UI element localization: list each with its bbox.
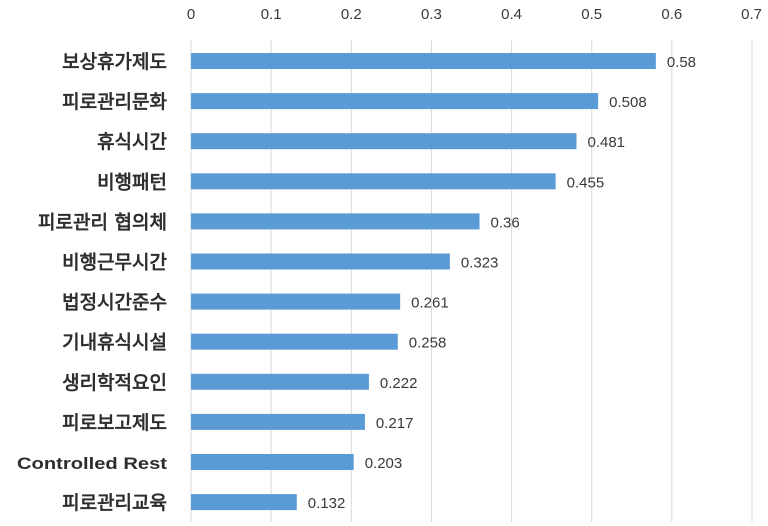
- bar: [191, 133, 577, 150]
- category-label: 피로관리교육: [62, 492, 167, 514]
- bar: [191, 93, 599, 110]
- bar: [191, 494, 297, 511]
- x-tick-label: 0: [187, 6, 195, 23]
- category-label: 휴식시간: [97, 131, 167, 153]
- category-label: 피로관리문화: [62, 91, 167, 113]
- bar: [191, 293, 401, 310]
- bar: [191, 53, 656, 69]
- value-label: 0.217: [376, 415, 414, 432]
- bar: [191, 173, 556, 190]
- category-label: 보상휴가제도: [62, 51, 167, 73]
- value-label: 0.481: [587, 134, 625, 151]
- bar: [191, 333, 398, 350]
- bars: [191, 53, 656, 511]
- x-tick-label: 0.1: [261, 6, 282, 23]
- bar: [191, 253, 450, 270]
- bar: [191, 413, 365, 430]
- value-label: 0.455: [567, 174, 605, 191]
- value-label: 0.508: [609, 94, 647, 111]
- bar: [191, 454, 354, 470]
- category-label: 기내휴식시설: [62, 332, 167, 354]
- x-tick-label: 0.7: [741, 6, 762, 23]
- category-label: 피로관리 협의체: [38, 211, 167, 233]
- category-label: 비행패턴: [97, 171, 167, 193]
- value-label: 0.203: [365, 455, 403, 472]
- x-tick-label: 0.3: [421, 6, 442, 23]
- x-tick-label: 0.2: [341, 6, 362, 23]
- x-axis-ticks: 0 0.1 0.2 0.3 0.4 0.5 0.6 0.7: [187, 6, 762, 23]
- category-label: 법정시간준수: [62, 292, 167, 314]
- value-label: 0.36: [491, 214, 520, 231]
- category-label: 피로보고제도: [62, 412, 167, 434]
- bar: [191, 373, 369, 390]
- x-tick-label: 0.4: [501, 6, 522, 23]
- value-label: 0.258: [409, 335, 447, 352]
- category-label: Controlled Rest: [17, 454, 167, 473]
- value-labels: 0.58 0.508 0.481 0.455 0.36 0.323 0.261 0.258 0.…: [308, 54, 696, 512]
- x-tick-label: 0.5: [581, 6, 602, 23]
- value-label: 0.132: [308, 495, 346, 512]
- category-label: 생리학적요인: [62, 372, 167, 394]
- value-label: 0.58: [667, 54, 696, 71]
- value-label: 0.222: [380, 375, 418, 392]
- value-label: 0.323: [461, 255, 499, 272]
- x-tick-label: 0.6: [661, 6, 682, 23]
- category-label: 비행근무시간: [62, 252, 167, 274]
- bar: [191, 213, 480, 230]
- gridlines: [190, 40, 753, 522]
- value-label: 0.261: [411, 295, 449, 312]
